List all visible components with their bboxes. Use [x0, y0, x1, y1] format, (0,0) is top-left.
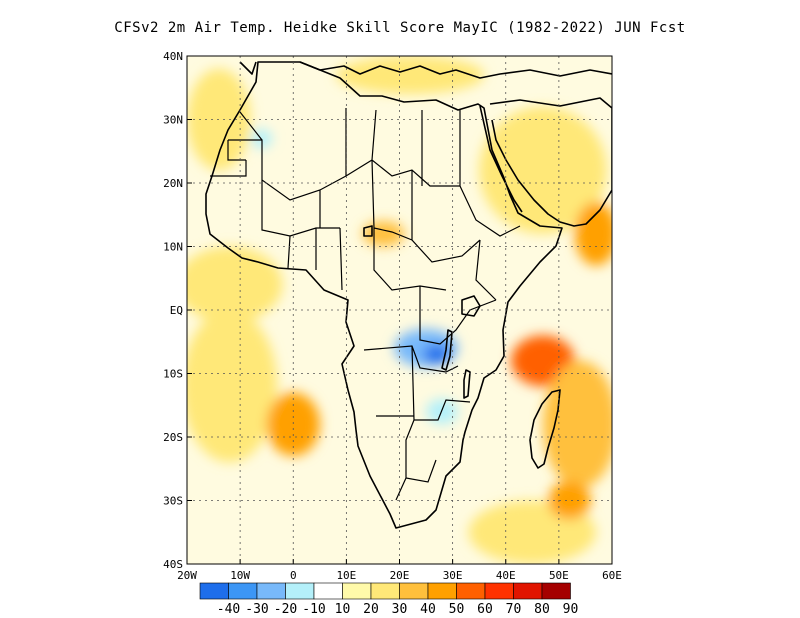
lat-tick-label: 30N — [163, 114, 183, 127]
colorbar-box — [399, 582, 429, 600]
coastlines — [205, 61, 612, 529]
lon-tick-label: 60E — [602, 569, 622, 582]
colorbar-box — [427, 582, 457, 600]
colorbar-box — [313, 582, 343, 600]
lon-tick-label: 50E — [549, 569, 569, 582]
map-plot-area — [187, 56, 612, 564]
graticule — [187, 56, 612, 564]
lon-tick-label: 0 — [290, 569, 297, 582]
lake-chad — [363, 225, 373, 237]
field-region-gulf-of-guinea-warm — [187, 246, 283, 323]
lat-tick-label: 20S — [163, 431, 183, 444]
chart-title: CFSv2 2m Air Temp. Heidke Skill Score Ma… — [114, 20, 686, 36]
lake-tanganyika — [441, 329, 453, 371]
lat-tick-label: 10N — [163, 241, 183, 254]
field-region-arabia-warm — [479, 106, 607, 234]
colorbar-box — [199, 582, 229, 600]
field-region-angola-coast-hot — [266, 392, 320, 457]
colorbar-label: -20 — [274, 602, 297, 617]
lon-tick-label: 20E — [390, 569, 410, 582]
colorbar-label: 60 — [477, 602, 493, 617]
colorbar-box — [228, 582, 258, 600]
lon-tick-label: 10W — [230, 569, 250, 582]
field-region-sahel-warm — [362, 221, 405, 247]
colorbar-label: 80 — [534, 602, 550, 617]
colorbar-box — [256, 582, 286, 600]
madagascar-coastline — [529, 389, 561, 469]
colorbar-label: 40 — [420, 602, 436, 617]
lon-tick-label: 10E — [336, 569, 356, 582]
lon-tick-label: 40E — [496, 569, 516, 582]
colorbar-box — [285, 582, 315, 600]
lat-tick-label: 30S — [163, 495, 183, 508]
colorbar-label: -10 — [302, 602, 325, 617]
colorbar-label: 70 — [506, 602, 522, 617]
lat-tick-label: 40S — [163, 558, 183, 571]
colorbar-box — [513, 582, 543, 600]
colorbar-label: 10 — [335, 602, 351, 617]
lon-tick-label: 20W — [177, 569, 197, 582]
lat-tick-label: EQ — [170, 304, 183, 317]
colorbar-label: 30 — [392, 602, 408, 617]
colorbar-label: 50 — [449, 602, 465, 617]
colorbar-box — [484, 582, 514, 600]
field-region-s-atlantic-warm — [187, 310, 278, 463]
africa-coastline — [205, 61, 563, 529]
colorbar-label: 20 — [363, 602, 379, 617]
colorbar-label: 90 — [563, 602, 579, 617]
europe-coastline — [239, 61, 612, 79]
skill-score-field — [187, 56, 612, 564]
colorbar-box — [342, 582, 372, 600]
colorbar-label: -30 — [245, 602, 268, 617]
colorbar-box — [541, 582, 571, 600]
colorbar-box — [456, 582, 486, 600]
colorbar: -40 -30 -20 -10 10 20 30 40 50 60 70 80 90 — [199, 582, 579, 617]
colorbar-box — [370, 582, 400, 600]
lat-tick-label: 40N — [163, 50, 183, 63]
latitude-ticks: 40N 30N 20N 10N EQ 10S 20S 30S 40S — [163, 50, 192, 571]
lat-tick-label: 10S — [163, 368, 183, 381]
field-region-se-ocean-hot — [548, 481, 591, 520]
colorbar-label: -40 — [217, 602, 240, 617]
lake-malawi — [463, 369, 471, 399]
field-region-arabia-sea-hot — [574, 202, 612, 266]
lat-tick-label: 20N — [163, 177, 183, 190]
lon-tick-label: 30E — [443, 569, 463, 582]
arabia-coastline — [489, 97, 612, 227]
field-region-mediterranean-warm — [335, 56, 485, 95]
longitude-ticks: 20W 10W 0 10E 20E 30E 40E 50E 60E — [177, 559, 622, 582]
red-sea-coast — [479, 105, 523, 213]
lake-victoria — [461, 295, 481, 317]
